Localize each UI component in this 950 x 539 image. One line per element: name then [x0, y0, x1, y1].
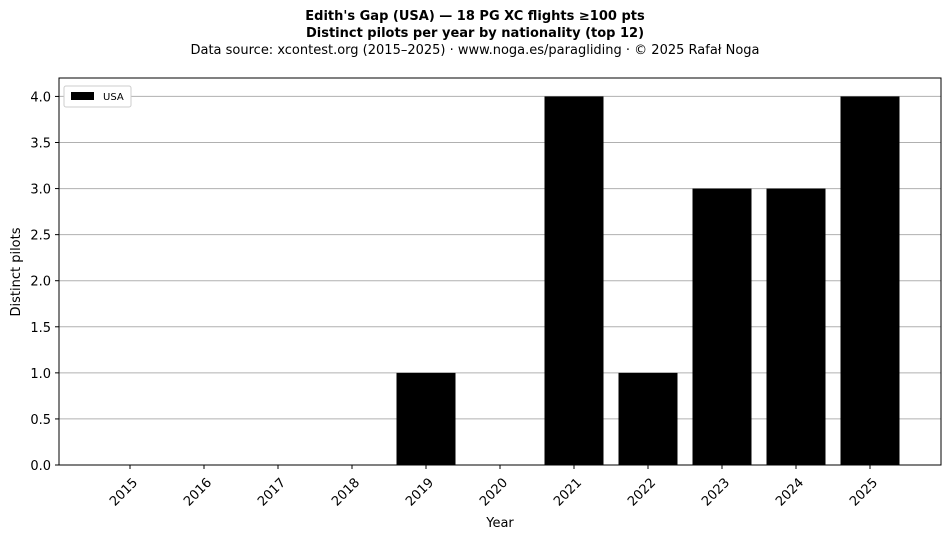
x-tick-label: 2020	[477, 475, 511, 509]
x-tick-label: 2018	[329, 475, 363, 509]
y-tick-label: 0.0	[30, 459, 51, 474]
legend: USA	[63, 85, 132, 108]
y-tick-label: 1.0	[30, 367, 51, 382]
x-tick-label: 2017	[255, 475, 289, 509]
y-tick-label: 2.5	[30, 229, 51, 244]
y-axis-label: Distinct pilots	[9, 227, 24, 316]
chart-subtitle: Distinct pilots per year by nationality …	[305, 26, 645, 41]
y-tick-label: 0.5	[30, 413, 51, 428]
y-tick-label: 1.5	[30, 321, 51, 336]
legend-label-usa: USA	[103, 92, 124, 103]
x-tick-label: 2021	[551, 475, 585, 509]
bar-2019	[396, 372, 456, 465]
bar-2023	[692, 188, 752, 466]
y-tick-label: 4.0	[30, 90, 51, 105]
x-tick-label: 2023	[699, 475, 733, 509]
bar-2025	[840, 96, 900, 465]
bar-2024	[766, 188, 826, 466]
y-axis-ticks: 0.0 0.5 1.0 1.5 2.0 2.5 3.0 3.5 4.0	[30, 90, 59, 474]
y-tick-label: 3.0	[30, 183, 51, 198]
bar-2022	[618, 372, 678, 465]
x-tick-label: 2024	[773, 475, 807, 509]
x-tick-label: 2019	[403, 475, 437, 509]
x-tick-label: 2016	[181, 475, 215, 509]
chart-title: Edith's Gap (USA) — 18 PG XC flights ≥10…	[305, 9, 645, 24]
x-tick-label: 2015	[107, 475, 141, 509]
chart-title-block: Edith's Gap (USA) — 18 PG XC flights ≥10…	[0, 8, 950, 59]
x-axis-label: Year	[485, 516, 514, 531]
legend-box	[63, 85, 132, 108]
y-tick-label: 2.0	[30, 275, 51, 290]
chart-source: Data source: xcontest.org (2015–2025) · …	[190, 43, 760, 58]
bars	[396, 96, 900, 466]
legend-swatch-usa	[71, 92, 94, 100]
y-tick-label: 3.5	[30, 137, 51, 152]
bar-2021	[544, 96, 604, 465]
x-tick-label: 2022	[625, 475, 659, 509]
x-tick-label: 2025	[847, 475, 881, 509]
x-axis-ticks: 2015 2016 2017 2018 2019 2020 2021 2022 2023 2024…	[107, 465, 881, 509]
